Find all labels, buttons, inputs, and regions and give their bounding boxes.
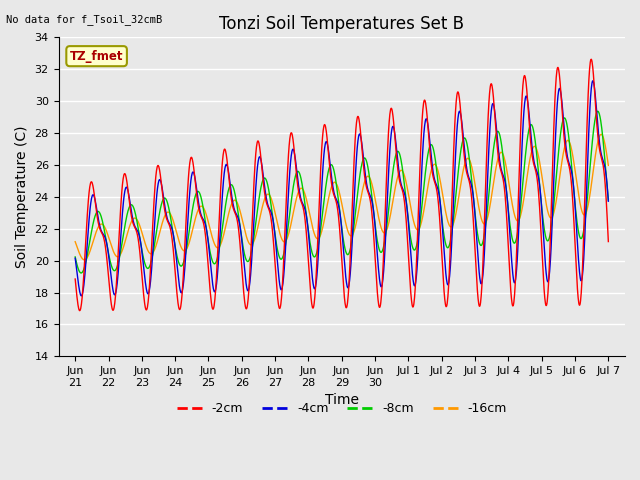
Legend: -2cm, -4cm, -8cm, -16cm: -2cm, -4cm, -8cm, -16cm: [172, 397, 512, 420]
Text: TZ_fmet: TZ_fmet: [70, 49, 124, 63]
Title: Tonzi Soil Temperatures Set B: Tonzi Soil Temperatures Set B: [220, 15, 464, 33]
Text: No data for f_Tsoil_32cmB: No data for f_Tsoil_32cmB: [6, 14, 163, 25]
Y-axis label: Soil Temperature (C): Soil Temperature (C): [15, 126, 29, 268]
X-axis label: Time: Time: [324, 393, 359, 407]
